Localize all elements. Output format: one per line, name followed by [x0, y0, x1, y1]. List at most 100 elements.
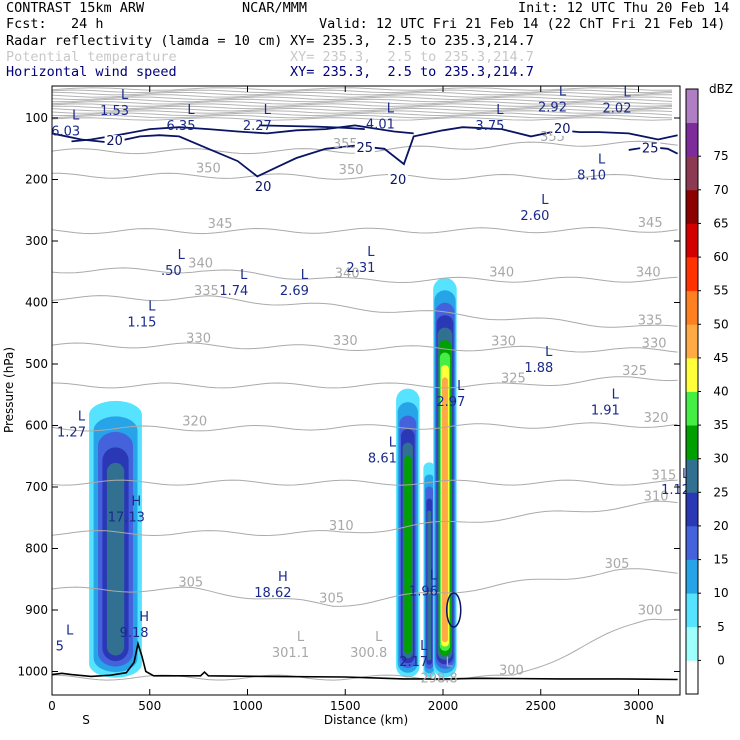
extremum-type: L	[297, 630, 305, 645]
wind-label-bg	[354, 141, 375, 155]
theta-label: 330	[333, 334, 358, 349]
y-tick-label: 200	[25, 173, 48, 187]
stratospheric-theta-line	[52, 91, 673, 96]
extremum-value: 8.61	[368, 452, 397, 467]
y-tick-label: 100	[25, 111, 48, 125]
extremum-value: 9.18	[120, 626, 149, 641]
stratospheric-theta-line	[52, 98, 673, 103]
theta-label: 310	[329, 519, 354, 534]
colorbar-label: 75	[713, 149, 728, 163]
colorbar-label: 25	[713, 485, 728, 499]
extremum-value: 8.10	[577, 169, 606, 184]
extremum-value: 1.53	[100, 104, 129, 119]
stratospheric-theta-line	[52, 103, 673, 107]
theta-label: 300	[499, 664, 524, 679]
stratospheric-theta-line	[52, 114, 673, 119]
colorbar-label: 70	[713, 183, 728, 197]
extremum-type: L	[545, 345, 553, 360]
theta-contour-350	[52, 172, 678, 181]
theta-label: 325	[622, 364, 647, 379]
stratospheric-theta-line	[52, 112, 673, 117]
extremum-value: 6.03	[51, 124, 80, 139]
organization-label: NCAR/MMM	[242, 0, 308, 16]
wind-label: 25	[642, 141, 659, 156]
extremum-value: .50	[161, 264, 182, 279]
theta-label: 305	[605, 557, 630, 572]
terrain-profile	[51, 640, 678, 681]
colorbar-swatch	[686, 89, 698, 123]
y-tick-label: 600	[25, 419, 48, 433]
extremum-type: L	[178, 248, 186, 263]
extrema-labels: L1.53 L6.35L2.27L4.01L3.75L2.92L2.02L6.03…	[51, 84, 690, 686]
extremum-type: H	[131, 495, 141, 510]
extremum-value: 1.88	[524, 361, 553, 376]
extremum-value: 2.31	[346, 261, 375, 276]
wind-speed-contour	[71, 124, 414, 143]
reflectivity-level-30-dbz	[404, 456, 412, 654]
theta-label: 350	[339, 163, 364, 178]
x-tick-label: 500	[138, 699, 161, 713]
extremum-value: 6.35	[167, 119, 196, 134]
extremum-type: L	[66, 624, 74, 639]
colorbar-label: 55	[713, 284, 728, 298]
extremum-type: L	[78, 410, 86, 425]
extremum-value: 1.27	[57, 426, 86, 441]
theta-contour-345	[52, 226, 678, 235]
colorbar-label: 15	[713, 553, 728, 567]
theta-label: 355	[333, 137, 358, 152]
reflectivity-level-45-dbz	[442, 377, 448, 643]
colorbar-units: dBZ	[709, 82, 733, 96]
stratospheric-theta-line	[52, 94, 673, 98]
reflectivity-field	[89, 277, 457, 678]
theta-contour-325	[52, 376, 678, 389]
extremum-value: 1.96	[409, 584, 438, 599]
colorbar-label: 10	[713, 586, 728, 600]
theta-label: 345	[638, 216, 663, 231]
extremum-type: L	[187, 103, 195, 118]
extremum-type: L	[72, 108, 80, 123]
wind-label: 20	[255, 180, 272, 195]
model-title: CONTRAST 15km ARW	[6, 0, 145, 16]
wind-label: 20	[554, 122, 571, 137]
colorbar-swatch	[686, 223, 698, 258]
colorbar-swatch	[686, 357, 698, 392]
extremum-value: 5	[56, 640, 64, 655]
stratospheric-theta-line	[52, 100, 673, 105]
extremum-type: L	[367, 245, 375, 260]
colorbar-label: 35	[713, 418, 728, 432]
theta-label: 340	[636, 266, 661, 281]
stratospheric-theta-line	[52, 107, 673, 112]
extremum-value: 17.13	[108, 511, 145, 526]
extremum-type: L	[121, 88, 129, 103]
colorbar-swatch	[686, 458, 698, 493]
colorbar-swatch	[686, 257, 698, 292]
theta-label: 340	[188, 256, 213, 271]
init-time: Init: 12 UTC Thu 20 Feb 14	[518, 0, 730, 16]
x-tick-label: 1500	[330, 699, 361, 713]
colorbar-swatch	[686, 156, 698, 191]
colorbar-label: 40	[713, 385, 728, 399]
plot-area	[52, 86, 680, 695]
reflectivity-level-25-dbz	[427, 510, 432, 661]
extremum-type: L	[375, 630, 383, 645]
theta-label: 330	[491, 335, 516, 350]
wind-label-bg	[388, 173, 408, 187]
extremum-value: 1.15	[127, 316, 156, 331]
extremum-value: 1.12	[661, 483, 690, 498]
theta-label: 310	[644, 490, 669, 505]
theta-label: 315	[651, 469, 676, 484]
extremum-type: L	[598, 153, 606, 168]
stratospheric-theta-band	[52, 87, 673, 121]
extremum-type: L	[559, 84, 567, 99]
theta-label: 300	[638, 603, 663, 618]
extremum-type: H	[139, 610, 149, 625]
y-axis-label: Pressure (hPa)	[2, 347, 16, 433]
wind-label-bg	[253, 181, 274, 195]
field-3-xy: XY= 235.3, 2.5 to 235.3,214.7	[290, 64, 534, 80]
colorbar-label: 45	[713, 351, 728, 365]
extremum-value: 2.27	[243, 119, 272, 134]
wind-speed-contour	[446, 592, 462, 628]
x-tick-label: 0	[48, 699, 56, 713]
y-tick-label: 800	[25, 542, 48, 556]
extremum-value: 4.01	[366, 118, 395, 133]
